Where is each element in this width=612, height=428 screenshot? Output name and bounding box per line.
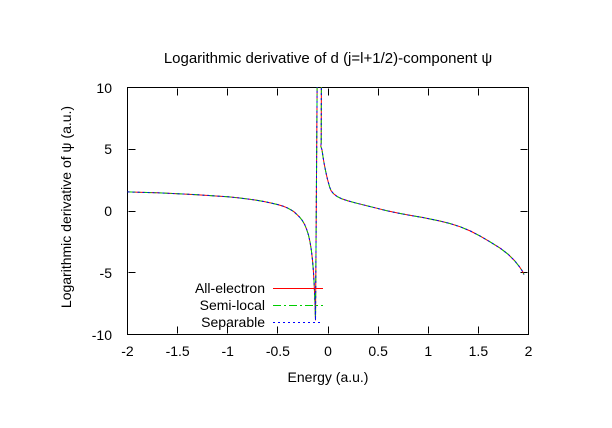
chart-title: Logarithmic derivative of d (j=l+1/2)-co… (163, 50, 493, 67)
legend-label-semi-local: Semi-local (199, 297, 265, 313)
x-tick-label: 1.5 (468, 343, 489, 359)
x-tick-label: -2 (121, 343, 134, 359)
x-tick-label: -0.5 (265, 343, 290, 359)
plot-border (127, 87, 529, 335)
curve-separable (127, 87, 525, 321)
legend-label-all-electron: All-electron (194, 280, 265, 296)
x-axis-label: Energy (a.u.) (287, 369, 369, 385)
x-tick-label: 1 (424, 343, 433, 359)
plot-area (127, 87, 529, 335)
y-tick-label: 0 (104, 203, 112, 219)
x-tick-label: 0 (324, 343, 332, 359)
y-tick-label: 5 (104, 141, 112, 158)
y-tick-label: -5 (99, 264, 112, 281)
curve-semi-local (127, 87, 525, 321)
y-tick-label: 10 (96, 79, 112, 96)
x-tick-label: 2 (524, 343, 533, 359)
x-tick-label: -1.5 (165, 343, 190, 359)
x-tick-label: -1 (221, 343, 234, 359)
y-tick-label: -10 (91, 326, 112, 343)
legend-label-separable: Separable (201, 314, 265, 330)
x-tick-label: 0.5 (368, 343, 388, 359)
